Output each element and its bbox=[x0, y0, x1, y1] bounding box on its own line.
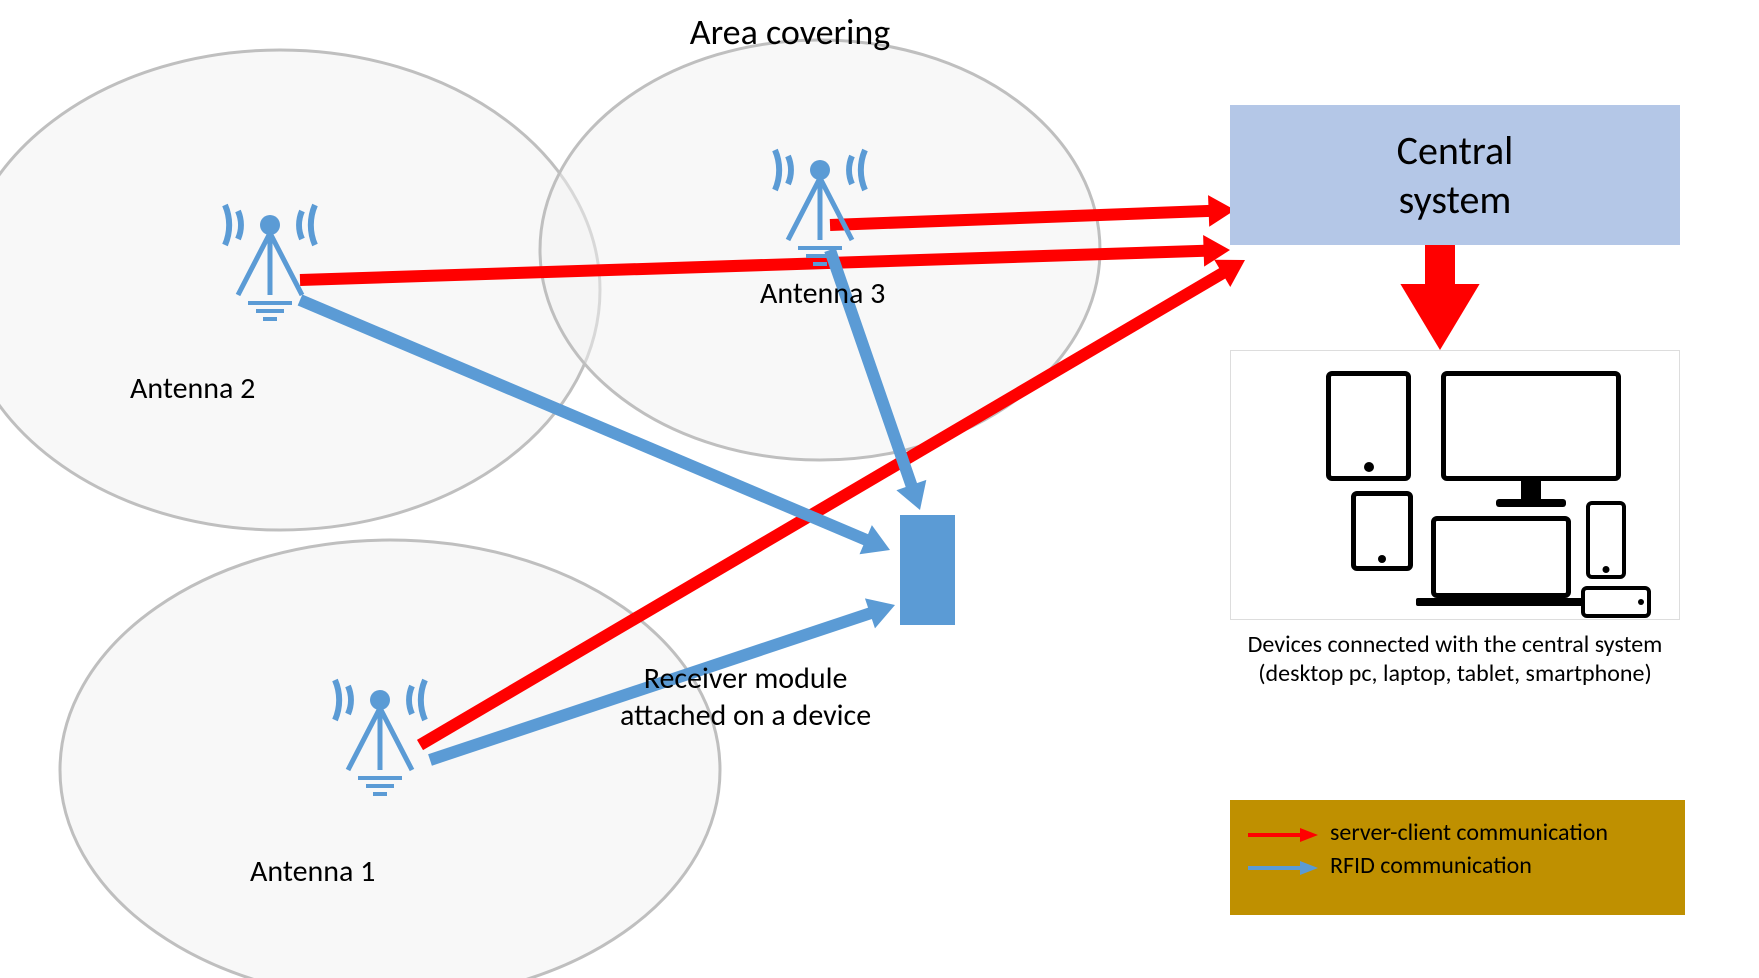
receiver-label-line1: Receiver module bbox=[620, 660, 871, 697]
receiver-module bbox=[900, 515, 955, 625]
monitor-icon bbox=[1441, 371, 1621, 481]
coverage-area-3 bbox=[60, 540, 720, 978]
antenna-label-3: Antenna 3 bbox=[760, 275, 885, 312]
monitor-stand bbox=[1521, 481, 1541, 501]
diagram-title: Area covering bbox=[590, 10, 990, 54]
tablet-small-icon bbox=[1351, 491, 1413, 571]
receiver-label-line2: attached on a device bbox=[620, 697, 871, 734]
antenna-label-2: Antenna 2 bbox=[130, 370, 255, 407]
diagram-canvas: Area covering Centralsystem Devices bbox=[0, 0, 1759, 978]
phone-horizontal-icon bbox=[1581, 586, 1651, 618]
central-system-label: Centralsystem bbox=[1397, 126, 1514, 224]
legend-text: RFID communication bbox=[1330, 851, 1532, 880]
legend-text: server-client communication bbox=[1330, 818, 1608, 847]
monitor-base bbox=[1496, 499, 1566, 507]
laptop-icon bbox=[1431, 516, 1571, 598]
legend-arrow-icon bbox=[1248, 859, 1318, 873]
central-system-box: Centralsystem bbox=[1230, 105, 1680, 245]
legend-arrow-icon bbox=[1248, 826, 1318, 840]
devices-panel bbox=[1230, 350, 1680, 620]
phone-vertical-icon bbox=[1586, 501, 1626, 579]
devices-label: Devices connected with the central syste… bbox=[1195, 630, 1715, 688]
antenna-label-1: Antenna 1 bbox=[250, 853, 375, 890]
legend-box: server-client communication RFID communic… bbox=[1230, 800, 1685, 915]
tablet-large-icon bbox=[1326, 371, 1411, 481]
receiver-label: Receiver module attached on a device bbox=[620, 660, 871, 734]
legend-row-1: RFID communication bbox=[1248, 851, 1667, 880]
legend-row-0: server-client communication bbox=[1248, 818, 1667, 847]
devices-label-line1: Devices connected with the central syste… bbox=[1195, 630, 1715, 659]
laptop-base bbox=[1416, 598, 1586, 606]
devices-label-line2: (desktop pc, laptop, tablet, smartphone) bbox=[1195, 659, 1715, 688]
